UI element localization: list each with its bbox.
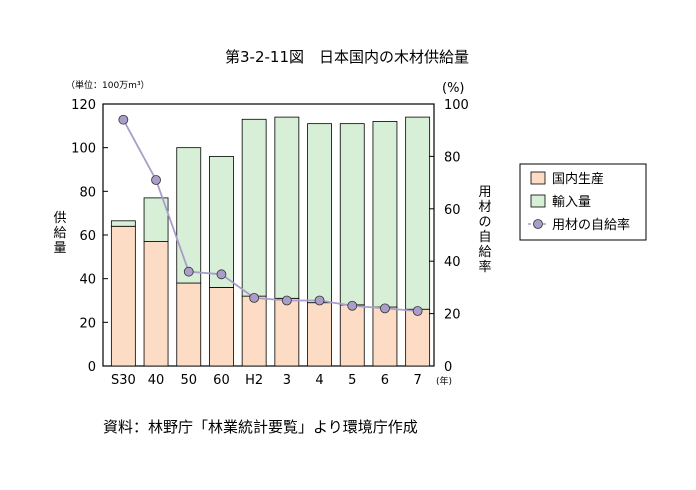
y2-tick-label: 100 [444,98,469,113]
x-tick-label: S30 [111,373,136,388]
x-tick-label: 5 [348,373,356,388]
rate-point [314,295,325,306]
rate-point [151,175,161,185]
y2-tick-label: 80 [444,150,461,165]
bar-domestic [241,295,267,367]
x-tick-label: 40 [148,373,165,388]
self-sufficiency-line [118,114,423,316]
bar-import [110,220,136,227]
right-axis-unit: (%) [442,81,465,96]
y2-tick-label: 60 [444,203,461,218]
rate-point [281,295,292,306]
rate-point [216,269,227,280]
bar-domestic [274,297,300,367]
bars [110,116,431,367]
x-tick-label: 3 [283,373,291,388]
x-tick-label: 7 [414,373,422,388]
bar-import [176,147,202,284]
y2-axis-title-char: の [478,215,491,230]
y-axis-title-char: 供 [53,211,66,226]
legend-swatch-domestic [530,171,546,185]
bar-domestic [143,241,169,367]
bar-import [339,123,365,306]
y2-tick-label: 40 [444,255,461,270]
y-tick-label: 20 [79,316,96,331]
y-axis-title-char: 給 [53,226,66,241]
legend-label-import: 輸入量 [552,195,591,210]
y-tick-label: 100 [71,142,96,157]
x-tick-label: H2 [245,373,263,388]
bar-domestic [176,282,202,367]
bar-import [405,116,431,310]
left-axis-unit: （単位：100万m³） [66,79,150,91]
source-note: 資料：林野庁「林業統計要覧」より環境庁作成 [103,418,418,436]
y-tick-label: 40 [79,273,96,288]
x-tick-label: 6 [381,373,389,388]
y2-axis-title-char: 材 [478,200,491,215]
rate-point [183,266,194,277]
legend: 国内生産 輸入量 用材の自給率 [519,163,647,241]
legend-label-rate: 用材の自給率 [552,217,630,233]
bar-import [209,155,234,288]
y-axis-title-char: 量 [53,241,66,256]
y2-tick-label: 0 [444,360,452,375]
axis-ticks: 0 20 40 60 80 100 120 0 20 40 60 80 100 S30 40 50 60 H2 3 4… [71,98,469,388]
x-axis-unit: (年) [436,375,452,387]
rate-point [118,114,129,125]
y-tick-label: 80 [79,185,96,200]
chart-title: 第3-2-11図 日本国内の木材供給量 [225,48,469,66]
bar-import [274,116,300,299]
rate-point [380,303,390,314]
legend-label-domestic: 国内生産 [552,171,604,187]
bar-import [241,118,267,297]
x-tick-label: 50 [180,373,197,388]
y-tick-label: 120 [71,98,96,113]
legend-swatch-import [530,194,546,208]
bar-domestic [110,225,136,367]
y-tick-label: 0 [88,360,96,375]
rate-line [122,119,418,312]
y2-axis-title-char: 給 [478,245,491,260]
x-tick-label: 60 [213,373,230,388]
bar-domestic [209,286,234,367]
bar-domestic [339,304,365,367]
rate-point [347,300,358,311]
bar-import [307,123,332,304]
bar-domestic [405,308,431,367]
bar-domestic [307,302,332,367]
bar-domestic [372,306,398,367]
bar-import [143,197,169,242]
rate-point [412,306,423,316]
y2-axis-title-char: 自 [478,230,491,245]
rate-point [249,292,260,303]
y2-tick-label: 20 [444,308,461,323]
bar-import [372,121,398,308]
x-tick-label: 4 [315,373,323,388]
legend-marker-rate [533,219,543,229]
y2-axis-title-char: 率 [478,259,491,275]
y-tick-label: 60 [79,229,96,244]
y2-axis-title-char: 用 [478,185,491,200]
